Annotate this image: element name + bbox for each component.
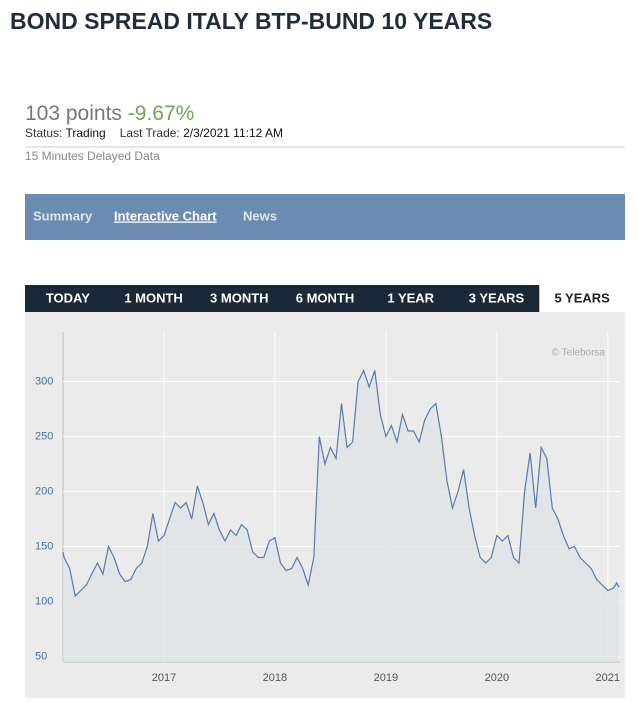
y-tick-label: 250 — [35, 430, 53, 442]
y-tick-label: 150 — [35, 540, 53, 552]
range-button[interactable]: TODAY — [46, 290, 90, 305]
x-tick-label: 2017 — [152, 672, 176, 684]
watermark: © Teleborsa — [552, 348, 606, 359]
last-trade-label: Last Trade: — [120, 126, 180, 140]
y-tick-label: 300 — [35, 375, 53, 387]
line — [62, 368, 620, 598]
y-tick-label: 200 — [35, 485, 53, 497]
delay-note: 15 Minutes Delayed Data — [25, 149, 160, 163]
range-button[interactable]: 5 YEARS — [554, 290, 610, 305]
tab-bar — [25, 194, 625, 240]
range-active-bg — [539, 285, 625, 312]
status-line: Status: Trading Last Trade: 2/3/2021 11:1… — [25, 126, 283, 140]
tab[interactable]: News — [243, 208, 277, 223]
x-tick-label: 2018 — [263, 672, 287, 684]
y-tick-label: 100 — [35, 595, 53, 607]
range-bar — [25, 285, 625, 312]
page-title: BOND SPREAD ITALY BTP-BUND 10 YEARS — [10, 8, 492, 34]
tab[interactable]: Summary — [33, 208, 93, 223]
price-value: 103 points — [25, 102, 122, 125]
range-button[interactable]: 3 YEARS — [469, 290, 525, 305]
range-button[interactable]: 1 YEAR — [387, 290, 434, 305]
y-tick-label: 50 — [35, 650, 47, 662]
tab[interactable]: Interactive Chart — [114, 208, 217, 223]
last-trade: 2/3/2021 11:12 AM — [183, 126, 283, 140]
status-label: Status: — [25, 126, 62, 140]
range-button[interactable]: 3 MONTH — [210, 290, 269, 305]
range-button[interactable]: 6 MONTH — [296, 290, 355, 305]
status: Trading — [65, 126, 105, 140]
x-tick-label: 2019 — [374, 672, 398, 684]
area — [63, 370, 619, 662]
x-tick-label: 2021 — [596, 672, 620, 684]
x-tick-label: 2020 — [485, 672, 509, 684]
change: -9.67% — [128, 102, 195, 125]
range-button[interactable]: 1 MONTH — [124, 290, 183, 305]
price: 103 points -9.67% — [25, 102, 194, 125]
